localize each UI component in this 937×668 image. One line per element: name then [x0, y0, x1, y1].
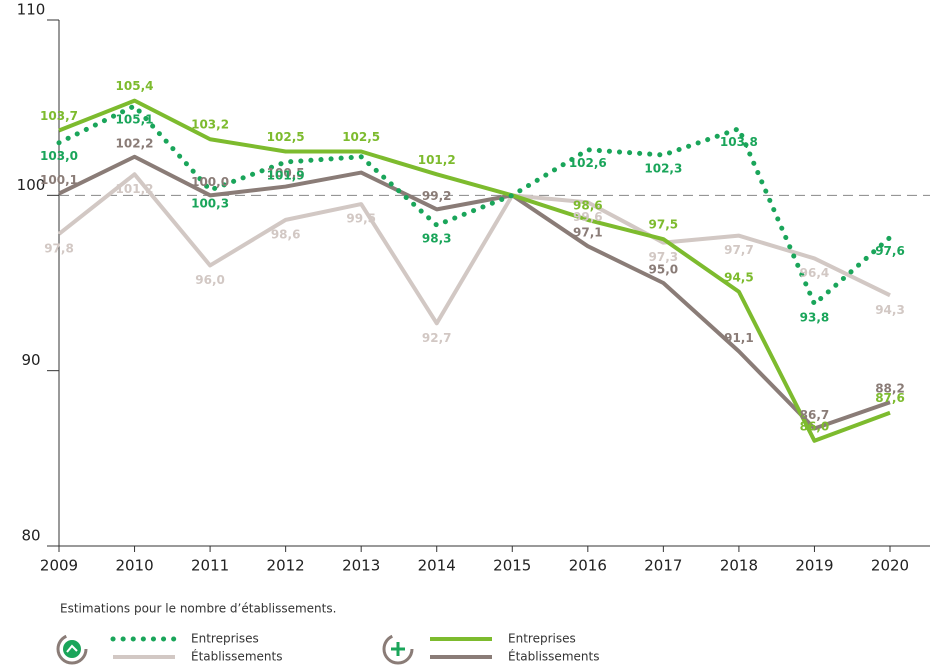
data-label: 105,1 [116, 112, 154, 126]
data-label: 98,6 [573, 198, 603, 212]
data-label: 99,5 [346, 212, 376, 226]
data-label: 96,0 [195, 273, 225, 287]
data-label: 102,3 [644, 162, 682, 176]
data-label: 95,0 [649, 263, 679, 277]
data-label: 92,7 [422, 331, 452, 345]
data-label: 98,3 [422, 232, 452, 246]
data-label: 102,5 [342, 130, 380, 144]
y-tick-label: 110 [17, 1, 46, 19]
legend-label: Établissements [508, 649, 599, 664]
data-label: 87,6 [875, 391, 905, 405]
data-label: 101,9 [267, 169, 305, 183]
data-label: 102,5 [267, 130, 305, 144]
data-label: 102,2 [116, 136, 154, 150]
data-label: 97,5 [649, 218, 679, 232]
data-label: 88,2 [875, 382, 905, 396]
data-label: 97,1 [573, 226, 603, 240]
legend-icon [56, 633, 88, 665]
data-label: 99,6 [573, 210, 603, 224]
data-label: 103,2 [191, 118, 229, 132]
legend-label: Établissements [191, 649, 282, 664]
data-label: 100,3 [191, 197, 229, 211]
x-tick-label: 2020 [871, 557, 909, 575]
x-tick-label: 2011 [191, 557, 229, 575]
data-label: 94,3 [875, 303, 905, 317]
series-line [57, 172, 891, 326]
data-label: 103,7 [40, 109, 78, 123]
data-label: 86,7 [800, 408, 830, 422]
x-tick-label: 2015 [493, 557, 531, 575]
legend-label: Entreprises [191, 632, 259, 646]
data-label: 101,2 [116, 182, 154, 196]
data-label: 102,6 [569, 156, 607, 170]
data-label: 100,5 [267, 166, 305, 180]
series-line [58, 154, 891, 431]
data-label: 103,0 [40, 149, 78, 163]
legend-label: Entreprises [508, 632, 576, 646]
data-label: 97,7 [724, 243, 754, 257]
data-label: 96,4 [800, 266, 830, 280]
data-label: 99,2 [422, 189, 452, 203]
x-tick-label: 2010 [115, 557, 153, 575]
data-label: 97,8 [44, 241, 74, 255]
x-tick-label: 2016 [569, 557, 607, 575]
chart-note: Estimations pour le nombre d’établisseme… [60, 602, 336, 616]
x-tick-label: 2013 [342, 557, 380, 575]
y-tick-label: 80 [21, 527, 40, 545]
x-tick-label: 2017 [644, 557, 682, 575]
legend-icon [382, 633, 414, 665]
data-label: 97,6 [875, 244, 905, 258]
x-tick-label: 2019 [795, 557, 833, 575]
data-label: 86,0 [800, 419, 830, 433]
data-label: 105,4 [116, 79, 154, 93]
data-label: 100,1 [40, 173, 78, 187]
data-label: 103,8 [720, 135, 758, 149]
x-tick-label: 2009 [40, 557, 78, 575]
y-tick-label: 100 [17, 176, 46, 194]
series-line [56, 103, 893, 307]
x-tick-label: 2012 [267, 557, 305, 575]
data-label: 94,5 [724, 270, 754, 284]
x-tick-label: 2018 [720, 557, 758, 575]
data-label: 93,8 [800, 311, 830, 325]
y-tick-label: 90 [21, 351, 40, 369]
data-label: 91,1 [724, 331, 754, 345]
data-label: 97,3 [649, 250, 679, 264]
data-label: 98,6 [271, 227, 301, 241]
x-tick-label: 2014 [418, 557, 456, 575]
series-line [58, 98, 891, 443]
data-label: 101,2 [418, 153, 456, 167]
data-label: 100,0 [191, 175, 229, 189]
